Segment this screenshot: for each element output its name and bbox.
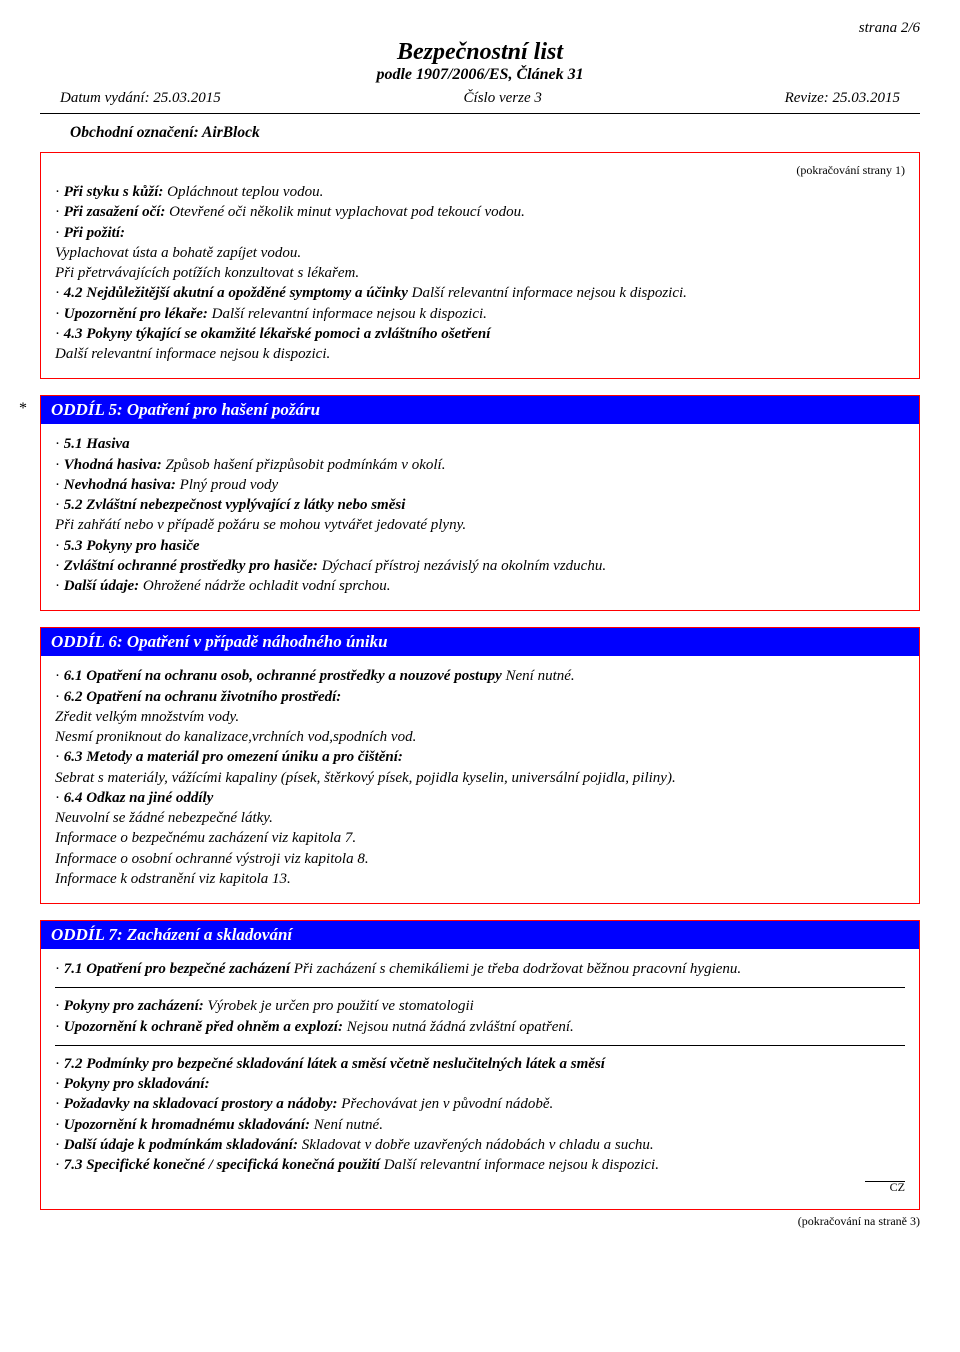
line-7-3: · 7.3 Specifické konečné / specifická ko…	[55, 1155, 905, 1175]
line-4-eyes: · Při zasažení očí: Otevřené oči několik…	[55, 202, 905, 222]
section-4-box: (pokračování strany 1) · Při styku s kůž…	[40, 152, 920, 379]
line-7-fire: · Upozornění k ochraně před ohněm a expl…	[55, 1017, 905, 1037]
line-4-3-label: · 4.3 Pokyny týkající se okamžité lékařs…	[55, 324, 905, 344]
line-6-4-t1: Neuvolní se žádné nebezpečné látky.	[55, 808, 905, 828]
section-7-rule-1	[55, 987, 905, 988]
line-6-4-t2: Informace o bezpečnému zacházení viz kap…	[55, 828, 905, 848]
section-7-header: ODDÍL 7: Zacházení a skladování	[41, 921, 919, 949]
section-6-box: ODDÍL 6: Opatření v případě náhodného ún…	[40, 627, 920, 904]
sub-title: podle 1907/2006/ES, Článek 31	[40, 66, 920, 84]
line-4-ingest-2: Při přetrvávajících potížích konzultovat…	[55, 263, 905, 283]
line-6-2-label: · 6.2 Opatření na ochranu životního pros…	[55, 687, 905, 707]
line-7-storage: · Pokyny pro skladování:	[55, 1074, 905, 1094]
asterisk-marker: *	[19, 400, 27, 418]
line-5-2-text: Při zahřátí nebo v případě požáru se moh…	[55, 515, 905, 535]
cz-label: CZ	[55, 1180, 905, 1195]
line-4-3-text: Další relevantní informace nejsou k disp…	[55, 344, 905, 364]
section-5-box: * ODDÍL 5: Opatření pro hašení požáru · …	[40, 395, 920, 611]
line-6-4-label: · 6.4 Odkaz na jiné oddíly	[55, 788, 905, 808]
line-5-2-label: · 5.2 Zvláštní nebezpečnost vyplývající …	[55, 495, 905, 515]
line-6-2-t2: Nesmí proniknout do kanalizace,vrchních …	[55, 727, 905, 747]
line-5-1: · 5.1 Hasiva	[55, 434, 905, 454]
line-6-4-t3: Informace o osobní ochranné výstroji viz…	[55, 849, 905, 869]
header-row: Datum vydání: 25.03.2015 Číslo verze 3 R…	[40, 90, 920, 107]
line-4-skin: · Při styku s kůží: Opláchnout teplou vo…	[55, 182, 905, 202]
continuation-top: (pokračování strany 1)	[55, 163, 905, 178]
line-4-ingest-1: Vyplachovat ústa a bohatě zapíjet vodou.	[55, 243, 905, 263]
line-7-2: · 7.2 Podmínky pro bezpečné skladování l…	[55, 1054, 905, 1074]
line-5-unsuitable: · Nevhodná hasiva: Plný proud vody	[55, 475, 905, 495]
line-7-1: · 7.1 Opatření pro bezpečné zacházení Př…	[55, 959, 905, 979]
line-5-other: · Další údaje: Ohrožené nádrže ochladit …	[55, 576, 905, 596]
line-4-ingest-label: · Při požití:	[55, 223, 905, 243]
issue-date: Datum vydání: 25.03.2015	[60, 90, 221, 107]
line-6-3-text: Sebrat s materiály, vážícími kapaliny (p…	[55, 768, 905, 788]
line-6-3-label: · 6.3 Metody a materiál pro omezení únik…	[55, 747, 905, 767]
line-7-containers: · Požadavky na skladovací prostory a nád…	[55, 1094, 905, 1114]
continuation-bottom: (pokračování na straně 3)	[40, 1214, 920, 1229]
line-4-2: · 4.2 Nejdůležitější akutní a opožděné s…	[55, 283, 905, 303]
revision: Revize: 25.03.2015	[785, 90, 900, 107]
section-7-box: ODDÍL 7: Zacházení a skladování · 7.1 Op…	[40, 920, 920, 1210]
line-5-protect: · Zvláštní ochranné prostředky pro hasič…	[55, 556, 905, 576]
line-5-3: · 5.3 Pokyny pro hasiče	[55, 536, 905, 556]
section-6-header: ODDÍL 6: Opatření v případě náhodného ún…	[41, 628, 919, 656]
line-6-1: · 6.1 Opatření na ochranu osob, ochranné…	[55, 666, 905, 686]
main-title: Bezpečnostní list	[40, 39, 920, 66]
header-rule	[40, 113, 920, 114]
line-7-conditions: · Další údaje k podmínkám skladování: Sk…	[55, 1135, 905, 1155]
page-number: strana 2/6	[40, 20, 920, 37]
trade-name: Obchodní označení: AirBlock	[40, 124, 920, 142]
line-4-doctor: · Upozornění pro lékaře: Další relevantn…	[55, 304, 905, 324]
line-5-suitable: · Vhodná hasiva: Způsob hašení přizpůsob…	[55, 455, 905, 475]
line-7-handling: · Pokyny pro zacházení: Výrobek je určen…	[55, 996, 905, 1016]
section-7-rule-2	[55, 1045, 905, 1046]
section-5-header: ODDÍL 5: Opatření pro hašení požáru	[41, 396, 919, 424]
line-6-2-t1: Zředit velkým množstvím vody.	[55, 707, 905, 727]
line-6-4-t4: Informace k odstranění viz kapitola 13.	[55, 869, 905, 889]
version: Číslo verze 3	[464, 90, 542, 107]
line-7-bulk: · Upozornění k hromadnému skladování: Ne…	[55, 1115, 905, 1135]
